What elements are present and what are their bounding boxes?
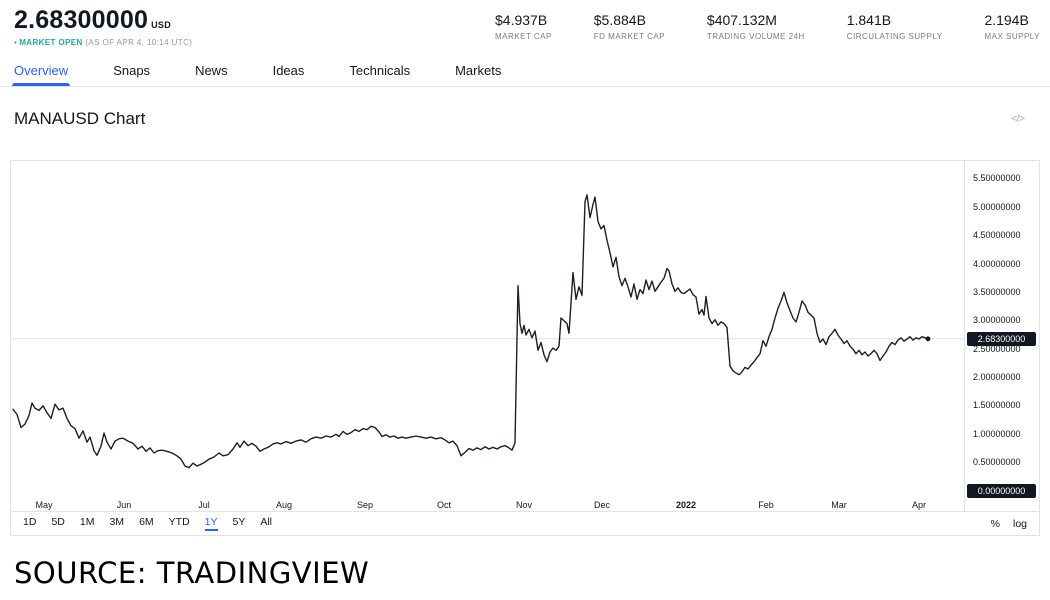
current-price: 2.68300000 <box>14 6 149 34</box>
price-line <box>12 194 929 469</box>
range-6m-button[interactable]: 6M <box>139 516 154 528</box>
stat-value: $407.132M <box>706 12 777 28</box>
time-tick-label: May <box>35 500 53 510</box>
range-all-button[interactable]: All <box>260 516 273 528</box>
market-status-label: MARKET OPEN <box>19 38 83 47</box>
chart-section-header: MANAUSD Chart </> <box>0 87 1050 129</box>
chart-widget: 5.50000000 5.00000000 4.50000000 4.00000000… <box>10 160 1040 536</box>
time-tick-label: Mar <box>831 500 847 510</box>
time-tick-label: Apr <box>911 500 927 510</box>
stat-value: $5.884B <box>593 12 646 28</box>
range-selector: 1D 5D 1M 3M 6M YTD 1Y 5Y All <box>23 516 272 531</box>
tab-snaps[interactable]: Snaps <box>113 62 151 78</box>
tab-markets[interactable]: Markets <box>455 62 502 78</box>
stat-label: FD MARKET CAP <box>593 32 666 41</box>
time-tick-label: 2022 <box>675 500 697 510</box>
log-toggle[interactable]: log <box>1012 517 1027 530</box>
range-1y-button[interactable]: 1Y <box>204 516 218 531</box>
tab-bar: Overview Snaps News Ideas Technicals Markets <box>0 54 1050 87</box>
stat-label: MARKET CAP <box>495 32 552 41</box>
stat-value: 1.841B <box>846 12 892 28</box>
price-tick-label: 4.00000000 <box>973 258 1021 269</box>
price-tick-label: 1.50000000 <box>973 400 1021 411</box>
market-open-dot-icon: • <box>14 38 18 47</box>
range-5d-button[interactable]: 5D <box>51 516 65 528</box>
stat-circulating-supply: 1.841B CIRCULATING SUPPLY <box>847 12 943 41</box>
tab-technicals[interactable]: Technicals <box>349 62 411 78</box>
range-3m-button[interactable]: 3M <box>109 516 125 528</box>
range-5y-button[interactable]: 5Y <box>232 516 246 528</box>
price-tick-label: 0.50000000 <box>973 457 1021 468</box>
time-tick-label: Feb <box>758 500 774 510</box>
stat-label: CIRCULATING SUPPLY <box>846 32 943 41</box>
range-1m-button[interactable]: 1M <box>79 516 95 528</box>
stat-market-cap: $4.937B MARKET CAP <box>495 12 552 41</box>
as-of-timestamp: (AS OF APR 4, 10:14 UTC) <box>85 38 193 47</box>
stat-label: MAX SUPPLY <box>984 32 1040 41</box>
stat-value: $4.937B <box>495 12 548 28</box>
price-axis[interactable]: 5.50000000 5.00000000 4.50000000 4.00000000… <box>964 161 1039 512</box>
chart-title: MANAUSD Chart <box>14 109 146 128</box>
market-status: • MARKET OPEN (AS OF APR 4, 10:14 UTC) <box>14 38 192 47</box>
zero-price-badge: 0.00000000 <box>967 484 1036 498</box>
stat-label: TRADING VOLUME 24H <box>706 32 805 41</box>
percent-toggle[interactable]: % <box>990 517 1000 530</box>
price-tick-label: 1.00000000 <box>973 428 1021 439</box>
tab-ideas[interactable]: Ideas <box>272 62 305 78</box>
time-tick-label: Jul <box>198 500 210 510</box>
price-tick-label: 4.50000000 <box>973 230 1021 241</box>
time-tick-label: Dec <box>593 500 611 510</box>
stats-row: $4.937B MARKET CAP $5.884B FD MARKET CAP $40… <box>495 6 1040 41</box>
time-tick-label: Jun <box>116 500 132 510</box>
current-price-badge: 2.68300000 <box>967 331 1036 346</box>
source-attribution: SOURCE: TRADINGVIEW <box>14 556 370 590</box>
price-tick-label: 3.00000000 <box>973 315 1021 326</box>
last-price-dot-icon <box>925 336 931 342</box>
tab-news[interactable]: News <box>195 62 228 78</box>
price-line-chart <box>11 194 964 469</box>
stat-trading-volume-24h: $407.132M TRADING VOLUME 24H <box>707 12 805 41</box>
price-tick-label: 2.50000000 <box>973 343 1021 354</box>
chart-toolbar: 1D 5D 1M 3M 6M YTD 1Y 5Y All % log <box>11 511 1039 535</box>
price-tick-label: 2.00000000 <box>973 372 1021 383</box>
price-block: 2.68300000 USD • MARKET OPEN (AS OF APR 4… <box>14 6 192 47</box>
time-tick-label: Oct <box>436 500 452 510</box>
stat-max-supply: 2.194B MAX SUPPLY <box>984 12 1040 41</box>
time-tick-label: Nov <box>515 500 533 510</box>
axis-toggles: % log <box>991 518 1027 530</box>
stat-fd-market-cap: $5.884B FD MARKET CAP <box>594 12 665 41</box>
price-tick-label: 3.50000000 <box>973 286 1021 297</box>
chart-plot-area[interactable] <box>11 161 964 498</box>
symbol-header: 2.68300000 USD • MARKET OPEN (AS OF APR 4… <box>0 0 1050 54</box>
embed-code-icon[interactable]: </> <box>1011 113 1025 125</box>
stat-value: 2.194B <box>984 12 1029 28</box>
range-1d-button[interactable]: 1D <box>23 516 37 528</box>
time-tick-label: Aug <box>275 500 293 510</box>
price-tick-label: 5.00000000 <box>973 201 1021 212</box>
tab-overview[interactable]: Overview <box>11 54 71 86</box>
time-tick-label: Sep <box>356 500 374 510</box>
time-axis[interactable]: May Jun Jul Aug Sep Oct Nov Dec 2022 Feb Mar Apr <box>11 498 964 513</box>
price-tick-label: 5.50000000 <box>973 173 1021 184</box>
currency-label: USD <box>151 20 171 30</box>
range-ytd-button[interactable]: YTD <box>168 516 190 528</box>
